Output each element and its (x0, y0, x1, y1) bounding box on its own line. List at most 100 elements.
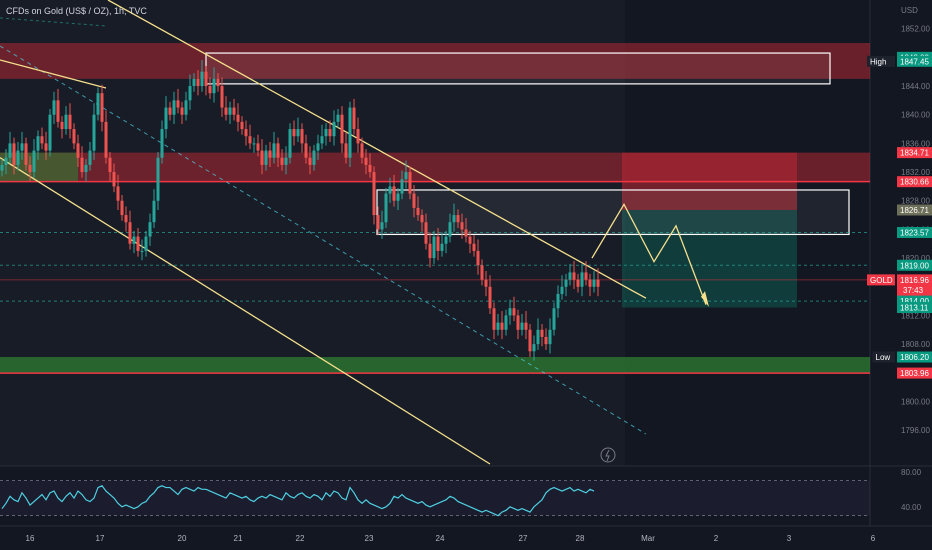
candle-body (568, 272, 572, 280)
candle-body (180, 107, 184, 115)
price-label-box (897, 147, 932, 159)
candle-body (4, 157, 8, 165)
candle-body (408, 172, 412, 194)
candle-body (32, 150, 36, 173)
rsi-band (0, 480, 870, 516)
candle-body (132, 236, 136, 244)
candle-body (232, 107, 236, 115)
candle-body (8, 143, 12, 158)
price-label-text: 1847.45 (900, 57, 929, 66)
candle-body (432, 236, 436, 259)
candle-body (112, 172, 116, 187)
candle-body (88, 150, 92, 165)
candle-body (260, 150, 264, 165)
candle-body (492, 308, 496, 330)
candle-body (256, 143, 260, 151)
short-trend (0, 59, 107, 89)
axis-layer: 1796.001800.001804.001808.001812.001816.… (26, 6, 932, 543)
candle-body (324, 129, 328, 137)
chart-title: CFDs on Gold (US$ / OZ), 1h, TVC (6, 6, 147, 16)
candle-body (280, 157, 284, 165)
x-tick-label: 21 (234, 534, 243, 543)
candle-body (544, 336, 548, 345)
candle-body (252, 143, 256, 145)
channel-mid (0, 45, 647, 435)
lines-layer (0, 0, 870, 465)
candle-body (312, 150, 316, 165)
candle-body (472, 243, 476, 251)
green-zone-left (0, 152, 78, 182)
x-tick-label: 24 (436, 534, 445, 543)
x-tick-label: 2 (714, 534, 719, 543)
x-tick-label: 6 (871, 534, 876, 543)
y-tick-label: 1808.00 (901, 340, 930, 349)
x-tick-label: 16 (26, 534, 35, 543)
candle-body (144, 236, 148, 251)
candle-body (296, 129, 300, 137)
price-label-text: 1803.96 (900, 369, 929, 378)
lightning-icon-glyph (605, 449, 610, 462)
candle-body (564, 279, 568, 287)
candle-body (152, 200, 156, 223)
price-label-text: 1823.57 (900, 228, 929, 237)
candle-body (276, 143, 280, 158)
price-label-text: 1834.71 (900, 149, 929, 158)
candle-body (556, 293, 560, 309)
x-tick-label: 27 (519, 534, 528, 543)
candle-body (72, 129, 76, 144)
x-tick-label: 17 (96, 534, 105, 543)
candle-body (272, 143, 276, 158)
candle-body (288, 129, 292, 158)
price-tag-box (867, 55, 895, 67)
candle-body (188, 86, 192, 101)
candle-body (576, 279, 580, 287)
candle-body (388, 186, 392, 194)
channel-lower (0, 157, 491, 465)
candle-body (336, 114, 340, 122)
candle-body (16, 150, 20, 165)
price-label-box (897, 274, 932, 297)
candle-body (368, 164, 372, 173)
price-label-box (897, 55, 932, 67)
candle-body (176, 100, 180, 108)
y-tick-label: 1812.00 (901, 311, 930, 320)
annotations-layer (591, 202, 709, 463)
candle-body (64, 114, 68, 130)
candle-body (160, 129, 164, 158)
candle-body (496, 322, 500, 330)
candle-body (224, 107, 228, 115)
y-tick-label: 1828.00 (901, 197, 930, 206)
y-tick-label: 1852.00 (901, 25, 930, 34)
candle-body (104, 121, 108, 158)
candle-body (584, 272, 588, 280)
candle-body (384, 193, 388, 223)
price-label-box (897, 226, 932, 238)
candle-body (304, 143, 308, 158)
candle-body (308, 157, 312, 165)
candle-body (536, 329, 540, 345)
price-tag-text: High (870, 57, 886, 66)
candle-body (196, 78, 200, 87)
candle-body (208, 86, 212, 94)
candle-body (216, 78, 220, 87)
candle-body (364, 157, 368, 165)
candle-body (300, 129, 304, 144)
candle-body (200, 71, 204, 87)
x-tick-label: Mar (641, 534, 655, 543)
candle-body (164, 107, 168, 130)
price-label-text: 1830.66 (900, 178, 929, 187)
candle-body (360, 143, 364, 158)
y-tick-label: 1800.00 (901, 397, 930, 406)
x-tick-label: 20 (178, 534, 187, 543)
candle-body (228, 107, 232, 115)
candle-body (80, 157, 84, 173)
rsi-tick-label: 40.00 (901, 503, 922, 512)
candle-body (220, 86, 224, 108)
candle-body (0, 164, 4, 171)
candle-body (476, 250, 480, 266)
candle-body (48, 114, 52, 151)
candle-body (332, 121, 336, 137)
rsi-line (1, 485, 595, 517)
